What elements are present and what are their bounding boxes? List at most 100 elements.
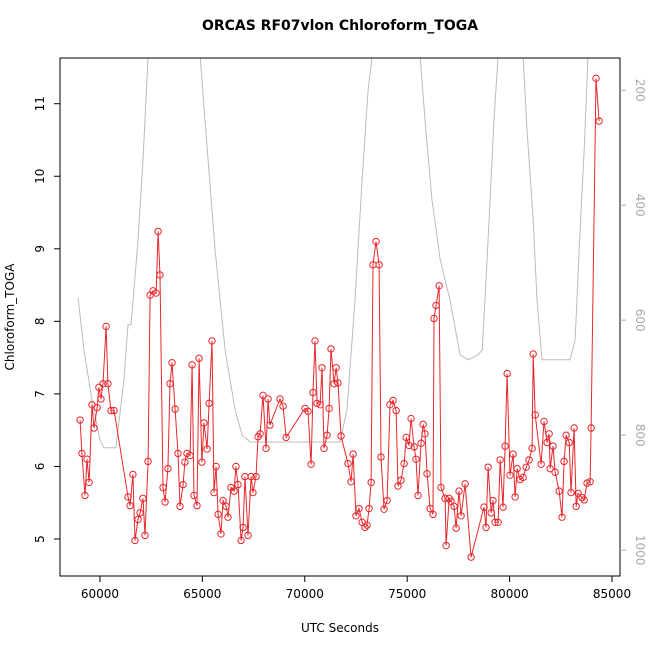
point (337, 432, 345, 440)
y-tick-label: 6 (33, 463, 47, 471)
point (363, 521, 371, 529)
point (349, 450, 357, 458)
point (107, 406, 115, 415)
point (264, 395, 272, 403)
point (412, 455, 420, 463)
point (181, 458, 189, 466)
point (400, 459, 408, 468)
point (580, 496, 588, 504)
point (543, 438, 551, 447)
point (452, 524, 460, 532)
point (441, 494, 449, 503)
point (503, 369, 511, 378)
point (330, 380, 338, 388)
point (513, 464, 521, 473)
point (355, 504, 363, 513)
point (377, 453, 385, 461)
point (188, 361, 196, 369)
point (152, 289, 160, 297)
y-tick-label: 8 (33, 318, 47, 326)
point (405, 441, 413, 450)
point (347, 477, 355, 486)
point (166, 380, 174, 388)
point (131, 536, 139, 545)
point (392, 406, 400, 415)
point (276, 395, 284, 403)
point (190, 491, 198, 500)
point (397, 476, 405, 484)
y-tick-label: 7 (33, 390, 47, 398)
point (423, 470, 431, 478)
point (247, 472, 255, 481)
point (244, 531, 252, 540)
point (232, 462, 240, 471)
point (457, 512, 465, 520)
point (129, 470, 137, 479)
point (365, 504, 373, 513)
point (332, 364, 340, 372)
point (156, 271, 164, 279)
point (93, 403, 101, 412)
point (531, 411, 539, 419)
point (509, 450, 517, 458)
point (442, 541, 450, 550)
point (154, 227, 162, 236)
point (525, 456, 533, 464)
point (467, 553, 475, 561)
point (494, 518, 502, 527)
point (540, 417, 548, 426)
point (587, 424, 595, 432)
point (176, 502, 184, 511)
point (410, 443, 418, 451)
point (259, 391, 267, 400)
point (99, 380, 107, 388)
point (511, 493, 519, 501)
point (519, 473, 527, 482)
point (279, 402, 287, 410)
point (239, 523, 247, 532)
point (327, 345, 335, 353)
y2-tick-label: 400 (633, 194, 647, 217)
x-tick-label: 80000 (491, 587, 529, 601)
point (219, 496, 227, 505)
point (325, 404, 333, 413)
point (102, 322, 110, 331)
point (124, 493, 132, 501)
point (161, 498, 169, 506)
point (562, 431, 570, 439)
point (139, 494, 147, 503)
point (419, 420, 427, 429)
point (501, 442, 509, 450)
x-tick-label: 60000 (81, 587, 119, 601)
point (430, 314, 438, 323)
point (311, 337, 319, 345)
point (198, 458, 206, 466)
point (126, 501, 134, 510)
point (179, 480, 187, 489)
point (104, 380, 112, 388)
x-tick-label: 75000 (388, 587, 426, 601)
point (435, 282, 443, 290)
y2-tick-label: 800 (633, 424, 647, 447)
point (394, 482, 402, 490)
point (367, 478, 375, 487)
point (83, 455, 91, 463)
point (307, 460, 315, 468)
point (168, 359, 176, 367)
y-tick-label: 11 (33, 96, 47, 111)
point (174, 449, 182, 458)
point (214, 510, 222, 519)
point (249, 488, 257, 497)
point (567, 488, 575, 497)
point (95, 383, 103, 392)
point (159, 483, 167, 492)
point (506, 471, 514, 479)
point (309, 388, 317, 397)
point (595, 117, 603, 125)
point (164, 464, 172, 473)
point (450, 502, 458, 511)
point (78, 449, 86, 458)
point (407, 414, 415, 423)
